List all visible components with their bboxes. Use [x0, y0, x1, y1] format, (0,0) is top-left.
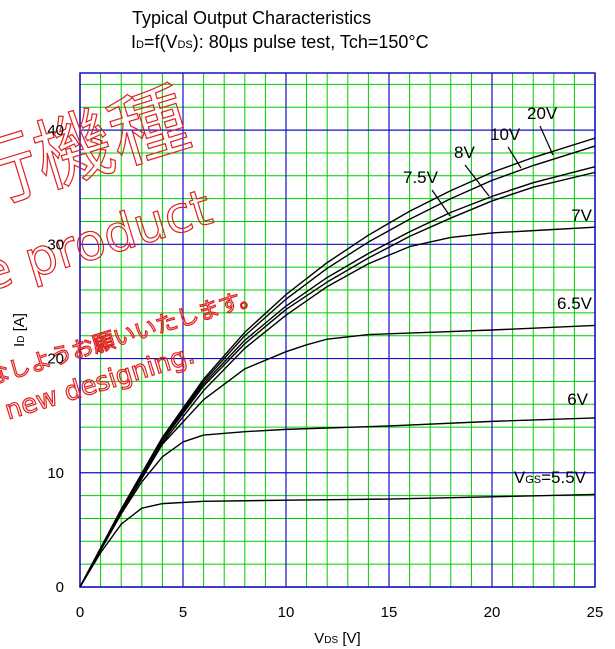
- series-label: 7.5V: [403, 168, 439, 187]
- chart-subtitle: ID=f(VDS): 80µs pulse test, Tch=150°C: [131, 32, 429, 52]
- series-label: 20V: [527, 104, 558, 123]
- series-label-leader: [431, 189, 451, 217]
- series-label: 6.5V: [557, 294, 593, 313]
- axis-titles: VDS [V] ID [A]: [11, 313, 361, 647]
- series-label: 7V: [571, 206, 592, 225]
- plot-background: [80, 73, 595, 587]
- series-label-leader: [507, 146, 522, 169]
- plot-frame: [79, 72, 596, 588]
- curves: [79, 137, 596, 588]
- series-line: [79, 137, 596, 588]
- chart-title: Typical Output Characteristics: [132, 8, 372, 28]
- x-tick-label: 5: [179, 604, 187, 621]
- series-label: 10V: [490, 125, 521, 144]
- series-line: [79, 493, 596, 588]
- grid: [79, 72, 596, 588]
- y-tick-label: 40: [47, 122, 64, 139]
- series-label: 8V: [454, 143, 475, 162]
- series-label-leader: [464, 164, 490, 197]
- x-tick-label: 10: [278, 604, 295, 621]
- series-label-leader: [539, 125, 554, 156]
- y-tick-label: 10: [47, 465, 64, 482]
- series-label: VGS=5.5V: [514, 468, 587, 487]
- y-tick-label: 0: [56, 579, 64, 596]
- series-label: 6V: [567, 390, 588, 409]
- x-tick-label: 20: [484, 604, 501, 621]
- x-tick-label: 0: [76, 604, 84, 621]
- y-tick-label: 20: [47, 351, 64, 368]
- x-axis-title: VDS [V]: [314, 630, 360, 647]
- y-tick-label: 30: [47, 236, 64, 253]
- plot-frame-fill: [80, 73, 595, 587]
- tick-labels: 0 5 10 15 20 25 0 10 20 30 40: [47, 122, 603, 621]
- x-tick-label: 25: [587, 604, 604, 621]
- y-axis-title: ID [A]: [11, 313, 28, 347]
- x-tick-label: 15: [381, 604, 398, 621]
- series-line: [79, 226, 596, 588]
